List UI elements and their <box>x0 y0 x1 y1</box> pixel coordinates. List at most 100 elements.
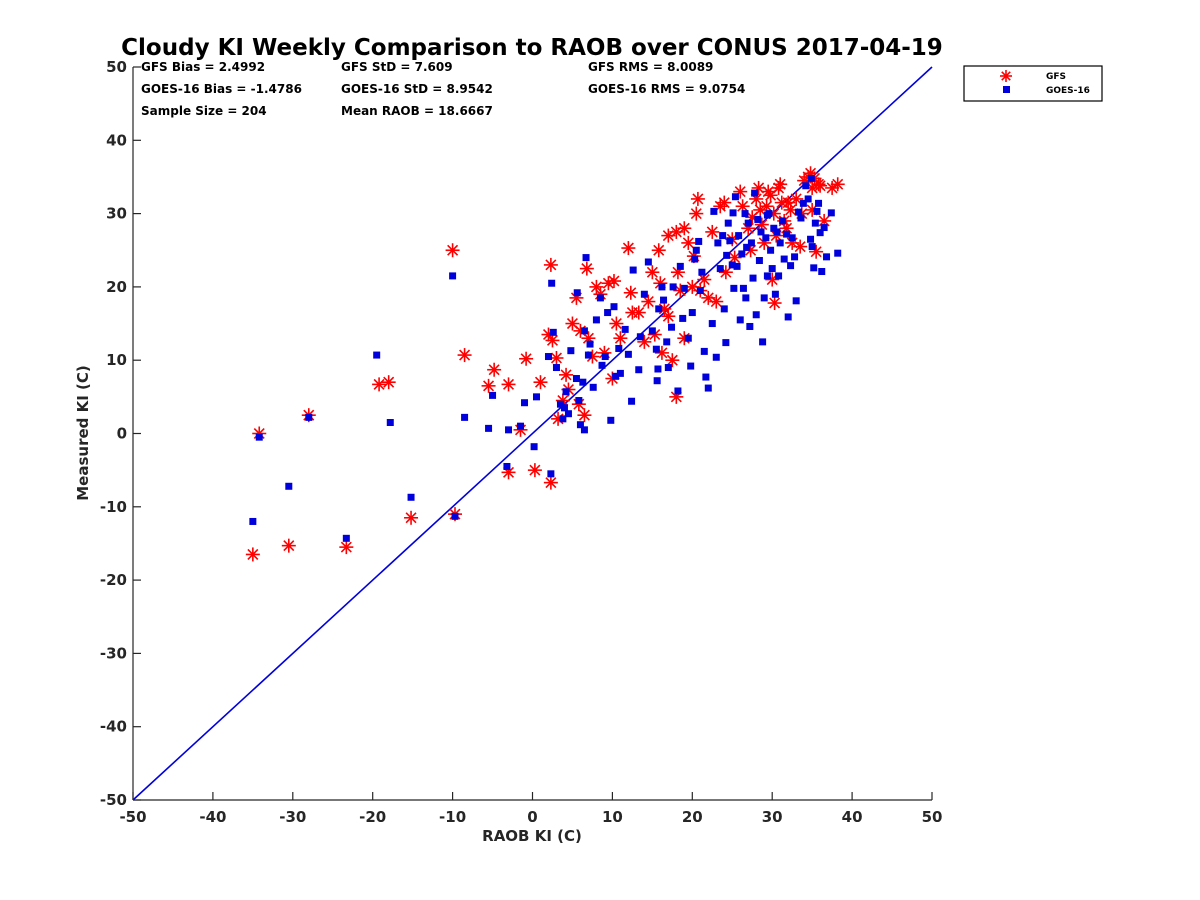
goes16-point <box>730 284 738 292</box>
goes16-point <box>807 174 815 182</box>
gfs-point <box>404 510 419 525</box>
goes16-point <box>676 262 684 270</box>
legend-box <box>963 65 1103 102</box>
goes16-point <box>589 383 597 391</box>
goes16-point <box>746 322 754 330</box>
stat-gfs-rms: GFS RMS = 8.0089 <box>588 60 713 74</box>
y-tick-label: -30 <box>100 644 127 662</box>
gfs-point <box>457 348 472 363</box>
goes16-point <box>582 254 590 262</box>
stat-goes16-bias: GOES-16 Bias = -1.4786 <box>141 82 302 96</box>
goes16-point <box>598 361 606 369</box>
goes16-point <box>736 316 744 324</box>
gfs-point <box>661 228 676 243</box>
goes16-point <box>720 305 728 313</box>
gfs-point <box>641 294 656 309</box>
goes16-point <box>791 253 799 261</box>
goes16-point <box>684 334 692 342</box>
gfs-point <box>689 206 704 221</box>
goes16-point <box>674 387 682 395</box>
goes16-point <box>517 422 525 430</box>
goes16-point <box>584 351 592 359</box>
goes16-point <box>607 416 615 424</box>
goes16-point <box>567 347 575 355</box>
gfs-point <box>381 375 396 390</box>
goes16-point <box>556 400 564 408</box>
goes16-point <box>461 413 469 421</box>
x-tick-label: -10 <box>439 808 466 826</box>
goes16-point <box>823 253 831 261</box>
goes16-point <box>735 232 743 240</box>
goes16-point <box>628 397 636 405</box>
goes16-point <box>763 272 771 280</box>
goes16-point <box>592 316 600 324</box>
goes16-point <box>775 272 783 280</box>
gfs-point <box>830 177 845 192</box>
goes16-point <box>612 372 620 380</box>
gfs-point <box>769 228 784 243</box>
goes16-point <box>760 294 768 302</box>
gfs-point <box>579 261 594 276</box>
goes16-point <box>629 266 637 274</box>
goes16-point <box>680 284 688 292</box>
y-tick-label: -20 <box>100 571 127 589</box>
gfs-point <box>339 540 354 555</box>
gfs-point <box>487 362 502 377</box>
goes16-point <box>719 232 727 240</box>
goes16-point <box>621 325 629 333</box>
legend-goes16-label: GOES-16 <box>1046 86 1090 96</box>
goes16-point <box>702 373 710 381</box>
legend: GFS GOES-16 <box>963 65 1103 102</box>
goes16-point <box>601 353 609 361</box>
goes16-point <box>636 333 644 341</box>
goes16-point <box>820 224 828 232</box>
gfs-point <box>543 257 558 272</box>
stat-goes16-std: GOES-16 StD = 8.9542 <box>341 82 493 96</box>
goes16-point <box>804 195 812 203</box>
goes16-point <box>696 287 704 295</box>
goes16-point <box>664 364 672 372</box>
x-tick-label: -50 <box>119 808 146 826</box>
goes16-point <box>773 228 781 236</box>
gfs-point <box>609 316 624 331</box>
gfs-point <box>281 538 296 553</box>
goes16-point <box>572 375 580 383</box>
goes16-point <box>663 338 671 346</box>
goes16-point <box>342 534 350 542</box>
gfs-point <box>651 243 666 258</box>
goes16-point <box>811 219 819 227</box>
goes16-point <box>544 353 552 361</box>
gfs-point <box>681 235 696 250</box>
goes16-point <box>695 237 703 245</box>
gfs-point <box>677 221 692 236</box>
legend-goes16-marker <box>1003 86 1010 93</box>
goes16-point <box>783 230 791 238</box>
goes16-point <box>547 470 555 478</box>
goes16-point <box>757 228 765 236</box>
y-tick-label: 30 <box>106 205 127 223</box>
goes16-point <box>615 344 623 352</box>
goes16-point <box>255 433 263 441</box>
gfs-point <box>761 184 776 199</box>
goes16-point <box>751 189 759 197</box>
stat-goes16-rms: GOES-16 RMS = 9.0754 <box>588 82 745 96</box>
goes16-point <box>816 229 824 237</box>
gfs-point <box>645 265 660 280</box>
goes16-point <box>738 250 746 258</box>
goes16-point <box>813 207 821 215</box>
goes16-point <box>754 215 762 223</box>
goes16-point <box>708 320 716 328</box>
y-axis-label: Measured KI (C) <box>74 365 92 501</box>
legend-gfs-marker <box>1000 70 1012 82</box>
gfs-point <box>606 274 621 289</box>
x-tick-label: 20 <box>682 808 703 826</box>
goes16-point <box>654 365 662 373</box>
goes16-point <box>691 255 699 263</box>
goes16-point <box>610 303 618 311</box>
goes16-point <box>807 235 815 243</box>
goes16-point <box>692 246 700 254</box>
goes16-point <box>564 410 572 418</box>
y-tick-label: 10 <box>106 351 127 369</box>
gfs-point <box>631 305 646 320</box>
goes16-point <box>723 251 731 259</box>
